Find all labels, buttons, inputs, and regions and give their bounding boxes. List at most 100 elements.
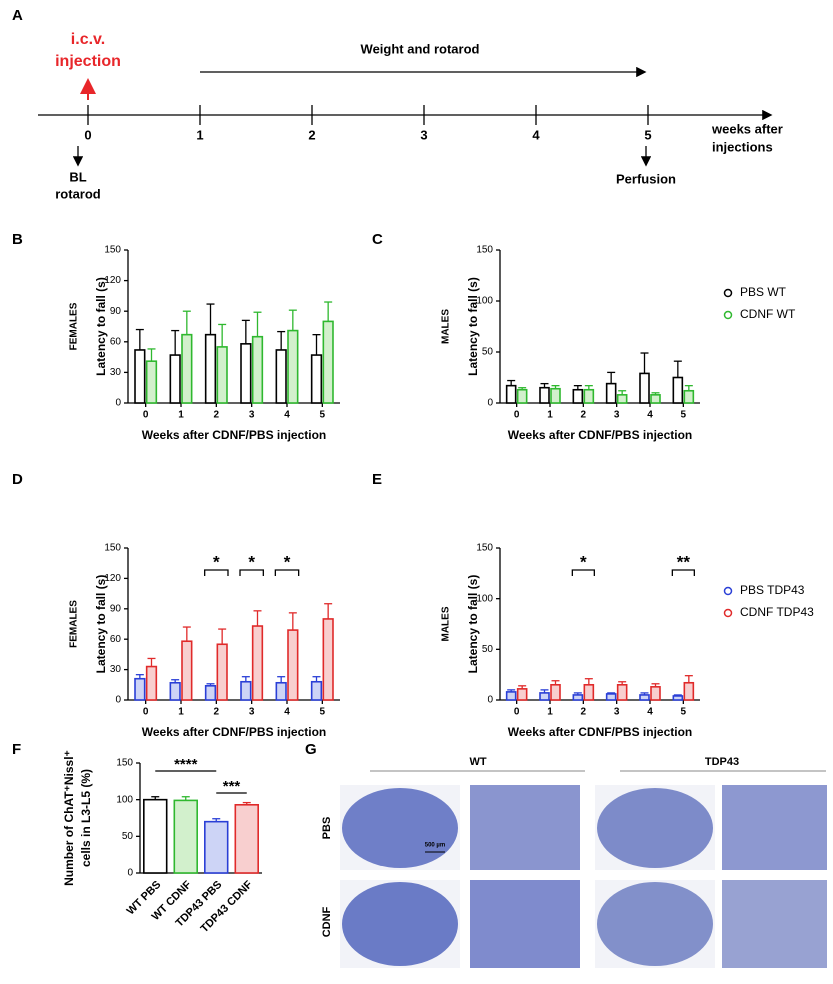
legend-marker [723,586,733,596]
y-axis-label: Number of ChAT⁺Nissl⁺ [62,750,76,886]
y-axis-label: Latency to fall (s) [94,575,108,674]
timeline-tick-label: 1 [196,127,203,142]
bar [505,691,517,701]
significance-bracket [239,569,264,576]
bar [516,688,528,701]
legend-marker [723,288,733,298]
micrographs [340,785,827,968]
y-tick-label: 0 [487,695,493,706]
bar [672,376,684,404]
bar [539,692,550,701]
timeline-tick-label: 5 [644,127,651,142]
y-tick-label: 100 [476,296,493,307]
significance-label: **** [174,756,198,773]
timeline-tick-label: 3 [420,127,427,142]
bar [616,683,628,701]
bar [572,694,584,701]
bar [275,349,287,404]
bar [287,329,299,404]
y-tick-label: 100 [476,593,493,604]
legend-label: CDNF WT [740,307,796,321]
x-tick-label: 4 [647,707,653,718]
bar [181,640,193,701]
x-tick-label: 5 [320,410,326,421]
x-axis-label: Weeks after CDNF/PBS injection [142,428,327,442]
bar [322,618,334,701]
bar [251,335,264,404]
x-tick-label: 5 [320,707,326,718]
y-tick-label: 30 [110,664,122,675]
bar [143,798,168,874]
x-tick-label: 4 [647,410,653,421]
x-tick-label: 3 [614,707,620,718]
baseline-label: BL [69,169,86,184]
panel-label: A [12,7,23,24]
significance-bracket [204,569,229,576]
significance-bracket [671,569,695,576]
y-tick-label: 150 [476,543,493,554]
bar [650,686,661,701]
x-tick-label: 1 [547,707,553,718]
bar [583,683,595,701]
y-tick-label: 60 [110,634,122,645]
x-tick-label: 3 [249,707,255,718]
significance-label: * [284,552,291,571]
y-axis-label: Latency to fall (s) [466,277,480,376]
x-tick-label: 0 [514,410,520,421]
bar [683,389,695,404]
bar [550,683,561,701]
x-tick-label: 5 [681,410,687,421]
legend-marker [723,608,733,618]
y-tick-label: 100 [116,794,133,805]
bar [310,354,323,404]
side-label: FEMALES [69,600,80,648]
bar [583,388,595,404]
x-tick-label: 3 [614,410,620,421]
bar [639,372,650,404]
x-tick-label: 4 [284,410,290,421]
x-axis-label: Weeks after CDNF/PBS injection [508,428,693,442]
bar [683,681,695,701]
legend-label: CDNF TDP43 [740,605,814,619]
side-label: MALES [441,309,452,344]
legend-marker [723,310,733,320]
bar [173,799,198,874]
timeline-tick-label: 2 [308,127,315,142]
bar [505,384,517,404]
injection-label: injection [55,53,121,70]
x-axis-label: Weeks after CDNF/PBS injection [508,725,693,739]
significance-bracket [571,569,595,576]
x-tick-label: 2 [214,410,220,421]
x-tick-label: 1 [178,410,184,421]
y-tick-label: 50 [482,644,494,655]
period-label: Weight and rotarod [361,41,480,56]
panel-label: C [372,231,383,248]
x-tick-label: 5 [681,707,687,718]
bar [216,643,228,701]
x-tick-label: 0 [514,707,520,718]
significance-bracket [274,569,300,576]
bar [639,694,650,701]
y-tick-label: 0 [127,868,133,879]
bar [169,354,181,404]
bar [181,333,193,404]
x-tick-label: 2 [214,707,220,718]
y-tick-label: 150 [104,543,121,554]
y-axis-label: Latency to fall (s) [466,575,480,674]
perfusion-label: Perfusion [616,171,676,186]
panel-label: E [372,471,382,488]
bar [169,681,181,701]
scale-label: 500 µm [425,843,445,849]
panel-label: D [12,471,23,488]
bar [287,629,299,701]
y-tick-label: 50 [122,831,134,842]
bar [616,394,628,404]
y-tick-label: 120 [104,275,121,286]
bar [234,803,259,874]
bar [204,685,217,701]
bar [240,680,252,701]
timeline-tick-label: 4 [532,127,540,142]
side-label: FEMALES [69,302,80,350]
y-tick-label: 0 [487,398,493,409]
legend-label: PBS WT [740,285,787,299]
